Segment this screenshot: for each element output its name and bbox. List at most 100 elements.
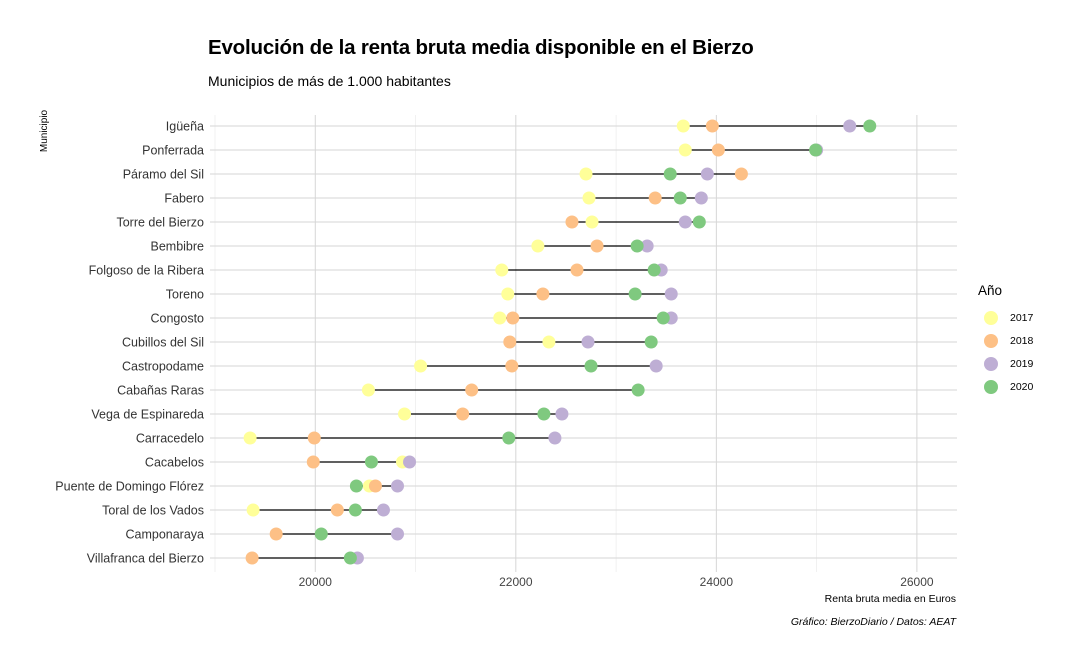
category-label: Fabero (164, 192, 204, 206)
legend-item: 2020 (978, 375, 1033, 398)
data-point-2017 (398, 407, 412, 421)
data-point-2019 (649, 359, 663, 373)
data-point-2018 (565, 215, 579, 229)
data-point-2019 (548, 431, 562, 445)
data-point-2018 (711, 143, 725, 157)
data-point-2019 (843, 119, 857, 133)
data-point-2020 (656, 311, 670, 325)
data-point-2017 (361, 383, 375, 397)
data-point-2017 (493, 311, 507, 325)
category-label: Carracedelo (136, 432, 204, 446)
legend: Año 2017 2018 2019 2020 (978, 283, 1033, 398)
category-label: Camponaraya (125, 528, 204, 542)
data-point-2020 (537, 407, 551, 421)
data-point-2018 (368, 479, 382, 493)
data-point-2019 (640, 239, 654, 253)
data-point-2018 (465, 383, 479, 397)
data-point-2019 (664, 287, 678, 301)
category-label: Folgoso de la Ribera (89, 264, 204, 278)
legend-swatch (984, 310, 998, 325)
data-point-2020 (673, 191, 687, 205)
data-point-2020 (630, 239, 644, 253)
category-label: Cubillos del Sil (122, 336, 204, 350)
legend-item: 2017 (978, 306, 1033, 329)
data-point-2018 (503, 335, 517, 349)
data-point-2020 (502, 431, 516, 445)
data-point-2020 (631, 383, 645, 397)
data-point-2020 (663, 167, 677, 181)
data-point-2018 (306, 455, 320, 469)
legend-label: 2020 (1010, 380, 1034, 393)
category-label: Bembibre (151, 240, 205, 254)
data-point-2017 (579, 167, 593, 181)
data-point-2019 (581, 335, 595, 349)
chart-caption: Gráfico: BierzoDiario / Datos: AEAT (790, 616, 956, 628)
category-label: Vega de Espinareda (91, 408, 204, 422)
category-label: Castropodame (122, 360, 204, 374)
data-point-2017 (495, 263, 509, 277)
legend-item: 2019 (978, 352, 1033, 375)
data-point-2020 (364, 455, 378, 469)
data-point-2019 (555, 407, 569, 421)
legend-label: 2019 (1010, 357, 1034, 370)
data-point-2020 (343, 551, 357, 565)
data-point-2018 (505, 359, 519, 373)
data-point-2018 (307, 431, 321, 445)
data-point-2018 (245, 551, 259, 565)
x-tick-label: 20000 (299, 575, 333, 589)
data-point-2017 (501, 287, 515, 301)
data-point-2019 (700, 167, 714, 181)
data-point-2017 (246, 503, 260, 517)
data-point-2018 (648, 191, 662, 205)
data-point-2017 (531, 239, 545, 253)
x-tick-label: 22000 (499, 575, 533, 589)
category-label: Páramo del Sil (123, 168, 204, 182)
category-label: Toreno (166, 288, 204, 302)
data-point-2020 (644, 335, 658, 349)
data-point-2020 (584, 359, 598, 373)
category-label: Igüeña (166, 120, 204, 134)
data-point-2018 (330, 503, 344, 517)
data-point-2019 (678, 215, 692, 229)
data-point-2018 (506, 311, 520, 325)
data-point-2018 (590, 239, 604, 253)
data-point-2020 (647, 263, 661, 277)
category-label: Ponferrada (142, 144, 204, 158)
data-point-2017 (678, 143, 692, 157)
data-point-2019 (694, 191, 708, 205)
data-point-2018 (456, 407, 470, 421)
legend-title: Año (978, 283, 1003, 298)
data-point-2020 (692, 215, 706, 229)
chart-subtitle: Municipios de más de 1.000 habitantes (208, 73, 451, 89)
legend-swatch (984, 379, 998, 394)
legend-item: 2018 (978, 329, 1033, 352)
category-label: Toral de los Vados (102, 504, 204, 518)
category-label: Torre del Bierzo (116, 216, 204, 230)
category-label: Cabañas Raras (117, 384, 204, 398)
data-point-2017 (542, 335, 556, 349)
data-point-2017 (676, 119, 690, 133)
data-point-2020 (863, 119, 877, 133)
data-point-2017 (243, 431, 257, 445)
legend-swatch (984, 333, 998, 348)
data-point-2019 (403, 455, 417, 469)
category-label: Puente de Domingo Flórez (55, 480, 204, 494)
data-point-2018 (269, 527, 283, 541)
data-point-2017 (585, 215, 599, 229)
data-point-2017 (414, 359, 428, 373)
x-axis-label: Renta bruta media en Euros (825, 593, 956, 605)
category-label: Villafranca del Bierzo (87, 552, 204, 566)
data-point-2018 (536, 287, 550, 301)
chart-title: Evolución de la renta bruta media dispon… (208, 36, 754, 59)
legend-swatch (984, 356, 998, 371)
legend-label: 2017 (1010, 311, 1034, 324)
category-label: Congosto (150, 312, 204, 326)
data-point-2019 (391, 527, 405, 541)
data-point-2020 (349, 479, 363, 493)
category-label: Cacabelos (145, 456, 204, 470)
data-point-2019 (391, 479, 405, 493)
y-axis-label: Municipio (39, 109, 50, 152)
data-point-2017 (582, 191, 596, 205)
data-point-2020 (628, 287, 642, 301)
